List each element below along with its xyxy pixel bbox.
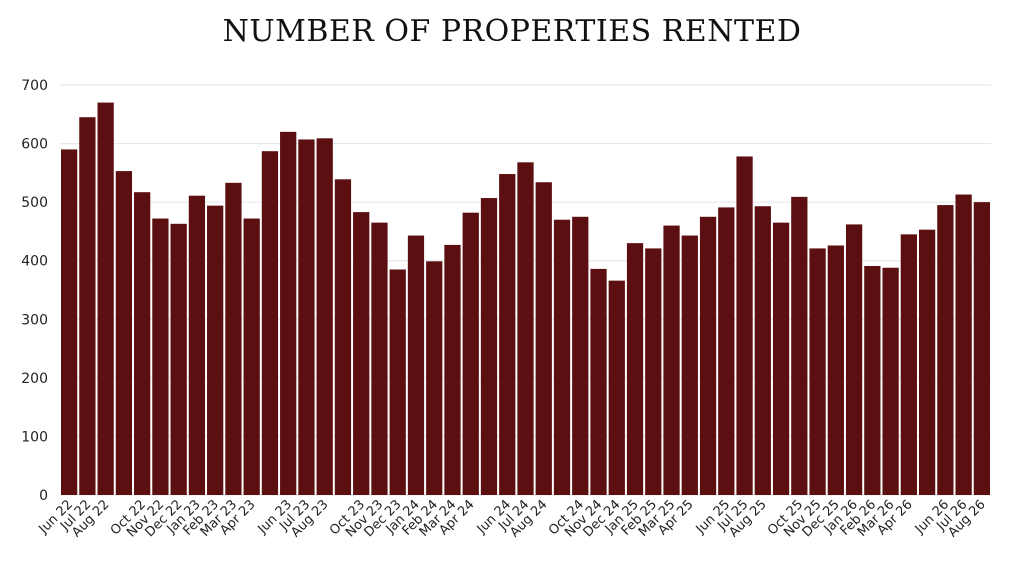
bar [845, 224, 863, 495]
bar [645, 248, 662, 495]
y-axis-ticks: 0 100 200 300 400 500 600 700 [21, 78, 48, 504]
bar [517, 162, 534, 496]
bar [480, 198, 498, 496]
bar [973, 202, 990, 495]
bar [334, 179, 352, 496]
bar [353, 212, 370, 495]
bar [718, 207, 735, 495]
bar [97, 102, 114, 496]
bar [754, 206, 771, 495]
y-tick-label: 700 [21, 78, 48, 94]
bar [864, 265, 881, 495]
bar [225, 182, 242, 496]
bars [61, 102, 990, 496]
bar [791, 196, 808, 495]
bar [243, 218, 260, 496]
bar [572, 216, 589, 496]
y-tick-label: 300 [21, 312, 48, 328]
bar [663, 225, 680, 496]
chart-title: NUMBER OF PROPERTIES RENTED [222, 14, 802, 49]
bar [608, 280, 625, 495]
bar [809, 248, 826, 495]
bar [407, 235, 425, 495]
bar [170, 223, 187, 496]
bar [444, 244, 461, 495]
bar [699, 216, 717, 496]
bar [426, 261, 443, 495]
bar [681, 235, 698, 495]
y-tick-label: 600 [21, 137, 48, 153]
bar [937, 205, 954, 496]
bar [499, 174, 516, 495]
bar [918, 229, 936, 495]
bar [626, 243, 644, 495]
bar [882, 267, 899, 495]
y-tick-label: 500 [21, 195, 48, 211]
bar [261, 151, 279, 495]
y-tick-label: 100 [21, 429, 48, 445]
bar [61, 149, 78, 495]
bar [188, 195, 206, 495]
y-tick-label: 0 [39, 488, 48, 504]
bar [79, 117, 96, 495]
bar [207, 205, 224, 495]
bar [955, 194, 972, 495]
bar [280, 131, 297, 495]
bar [389, 269, 406, 495]
bar [115, 171, 133, 495]
bar [152, 218, 169, 496]
bar [134, 192, 151, 495]
bar [590, 268, 607, 495]
bar [462, 212, 479, 495]
bar [772, 222, 790, 495]
bar [316, 138, 333, 496]
bar [900, 234, 917, 495]
bar [553, 219, 571, 495]
bar [736, 156, 753, 495]
bar [827, 245, 844, 495]
bar [535, 182, 552, 495]
y-tick-label: 200 [21, 371, 48, 387]
y-tick-label: 400 [21, 254, 48, 270]
bar [371, 222, 388, 495]
bar [298, 139, 315, 495]
